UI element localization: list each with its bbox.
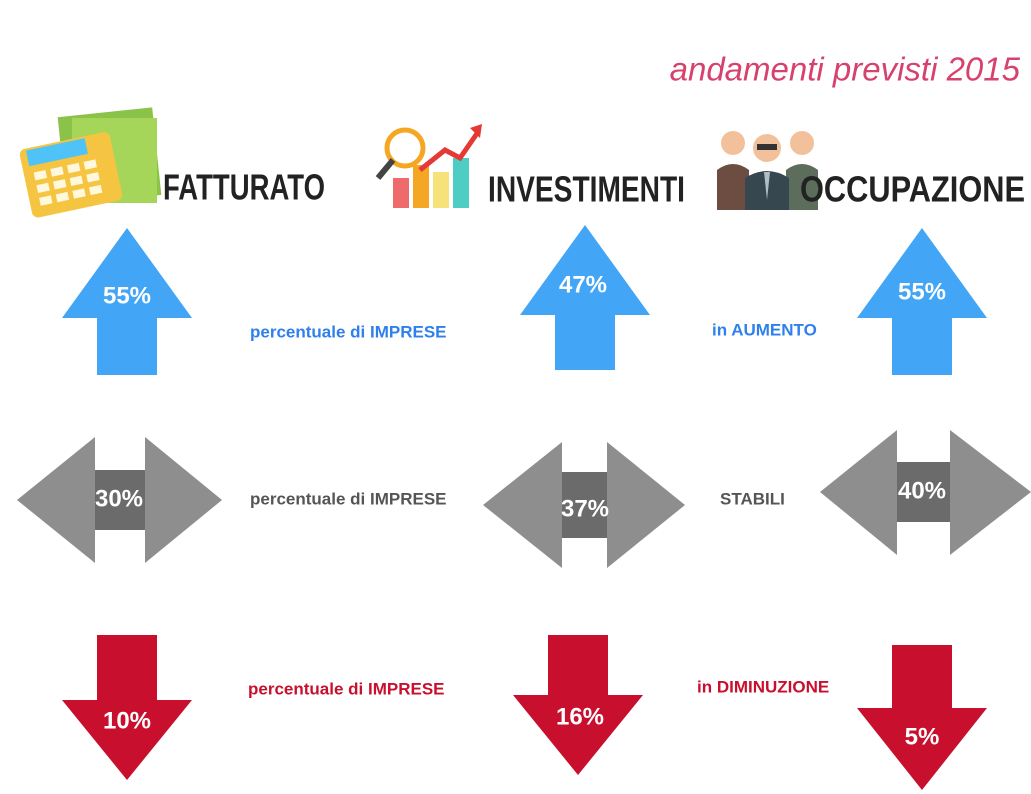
caption: percentuale di IMPRESE — [250, 322, 447, 341]
column-label: OCCUPAZIONE — [800, 169, 1025, 210]
chart-icon — [378, 124, 482, 208]
decrease-value: 16% — [556, 703, 604, 730]
caption: in AUMENTO — [712, 320, 817, 339]
title: andamenti previsti 2015 — [670, 51, 1021, 88]
stable-value: 37% — [561, 495, 609, 522]
infographic: andamenti previsti 2015 FATTURATO INVEST… — [0, 0, 1031, 794]
down-arrow — [857, 645, 987, 790]
increase-value: 47% — [559, 271, 607, 298]
column-label: INVESTIMENTI — [488, 169, 685, 210]
caption: STABILI — [720, 489, 785, 508]
increase-value: 55% — [898, 278, 946, 305]
decrease-value: 5% — [905, 723, 940, 750]
stable-value: 30% — [95, 485, 143, 512]
calculator-icon — [19, 107, 162, 218]
increase-value: 55% — [103, 282, 151, 309]
caption: percentuale di IMPRESE — [248, 679, 445, 698]
decrease-value: 10% — [103, 707, 151, 734]
stable-value: 40% — [898, 477, 946, 504]
column-label: FATTURATO — [163, 167, 325, 208]
caption: in DIMINUZIONE — [697, 677, 829, 696]
caption: percentuale di IMPRESE — [250, 489, 447, 508]
